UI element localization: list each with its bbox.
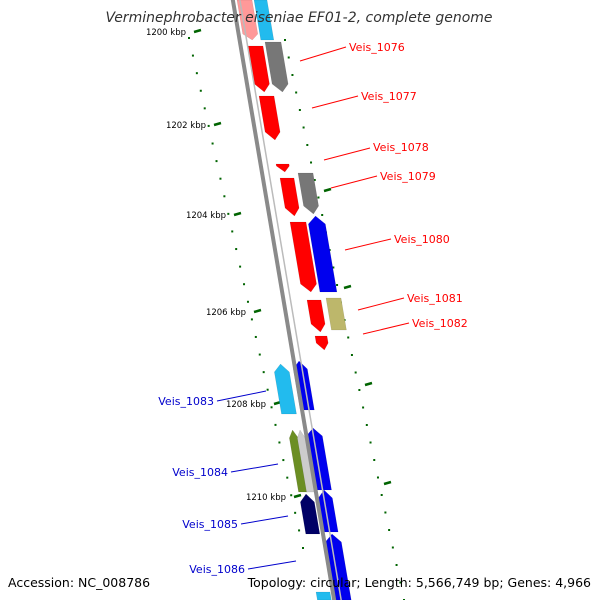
gene-label[interactable]: Veis_1084: [172, 466, 228, 479]
genome-backbone: [230, 0, 342, 600]
major-tick: [343, 284, 352, 290]
gene-feature: [264, 41, 289, 93]
gene-feature: [289, 429, 308, 493]
gene-feature: [279, 177, 300, 217]
tick-marks: [188, 28, 405, 600]
gene-feature: [308, 215, 338, 293]
gene-features: [236, 0, 352, 600]
gene-feature: [325, 533, 352, 600]
gene-feature: [315, 591, 332, 600]
gene-feature: [253, 0, 275, 41]
ruler-labels: 1200 kbp 1202 kbp 1204 kbp 1206 kbp 1208 kbp…: [146, 28, 286, 503]
gene-label[interactable]: Veis_1083: [158, 395, 214, 408]
gene-label[interactable]: Veis_1077: [361, 90, 417, 103]
gene-label[interactable]: Veis_1080: [394, 233, 450, 246]
major-tick: [233, 211, 242, 217]
gene-label[interactable]: Veis_1081: [407, 292, 463, 305]
label-leader-line: [311, 95, 359, 109]
accession-label: Accession: NC_008786: [8, 575, 150, 590]
gene-feature: [318, 489, 339, 533]
ruler-label: 1200 kbp: [146, 28, 186, 38]
gene-feature: [297, 429, 315, 493]
gene-feature: [325, 297, 347, 331]
major-tick: [193, 28, 202, 34]
gene-feature: [258, 95, 281, 141]
gene-feature: [297, 172, 319, 215]
label-leader-line: [247, 560, 297, 570]
ruler-label: 1204 kbp: [186, 211, 226, 221]
ruler-label: 1210 kbp: [246, 493, 286, 503]
major-tick: [293, 493, 302, 499]
label-leader-line: [323, 147, 371, 161]
gene-feature: [314, 335, 329, 351]
gene-label[interactable]: Veis_1078: [373, 141, 429, 154]
label-leader-line: [216, 390, 267, 402]
gene-label[interactable]: Veis_1086: [189, 563, 245, 576]
label-leader-line: [230, 463, 279, 473]
major-tick: [323, 187, 332, 193]
gene-feature: [274, 363, 297, 415]
label-leader-line: [362, 322, 410, 335]
gene-label[interactable]: Veis_1085: [182, 518, 238, 531]
ruler-label: 1208 kbp: [226, 400, 266, 410]
label-leader-line: [357, 297, 405, 311]
backbone-line: [230, 0, 337, 600]
ruler-label: 1202 kbp: [166, 121, 206, 131]
label-leader-line: [240, 515, 289, 525]
label-leaders: [216, 46, 410, 570]
major-tick: [213, 121, 222, 127]
gene-label[interactable]: Veis_1079: [380, 170, 436, 183]
gene-labels: Veis_1076 Veis_1077 Veis_1078 Veis_1079 Veis…: [158, 41, 467, 576]
major-tick: [364, 381, 373, 387]
gene-label[interactable]: Veis_1082: [412, 317, 468, 330]
backbone-line: [239, 0, 342, 600]
gene-feature: [300, 493, 321, 535]
gene-label[interactable]: Veis_1076: [349, 41, 405, 54]
map-title: Verminephrobacter eiseniae EF01-2, compl…: [105, 10, 492, 26]
ruler-label: 1206 kbp: [206, 308, 246, 318]
label-leader-line: [344, 238, 392, 251]
gene-feature: [275, 163, 290, 173]
label-leader-line: [330, 175, 378, 189]
gene-feature: [306, 299, 326, 333]
genome-summary: Topology: circular; Length: 5,566,749 bp…: [247, 575, 591, 590]
major-tick: [253, 308, 262, 314]
major-tick: [383, 480, 392, 486]
label-leader-line: [299, 46, 347, 62]
gene-feature: [289, 221, 317, 293]
